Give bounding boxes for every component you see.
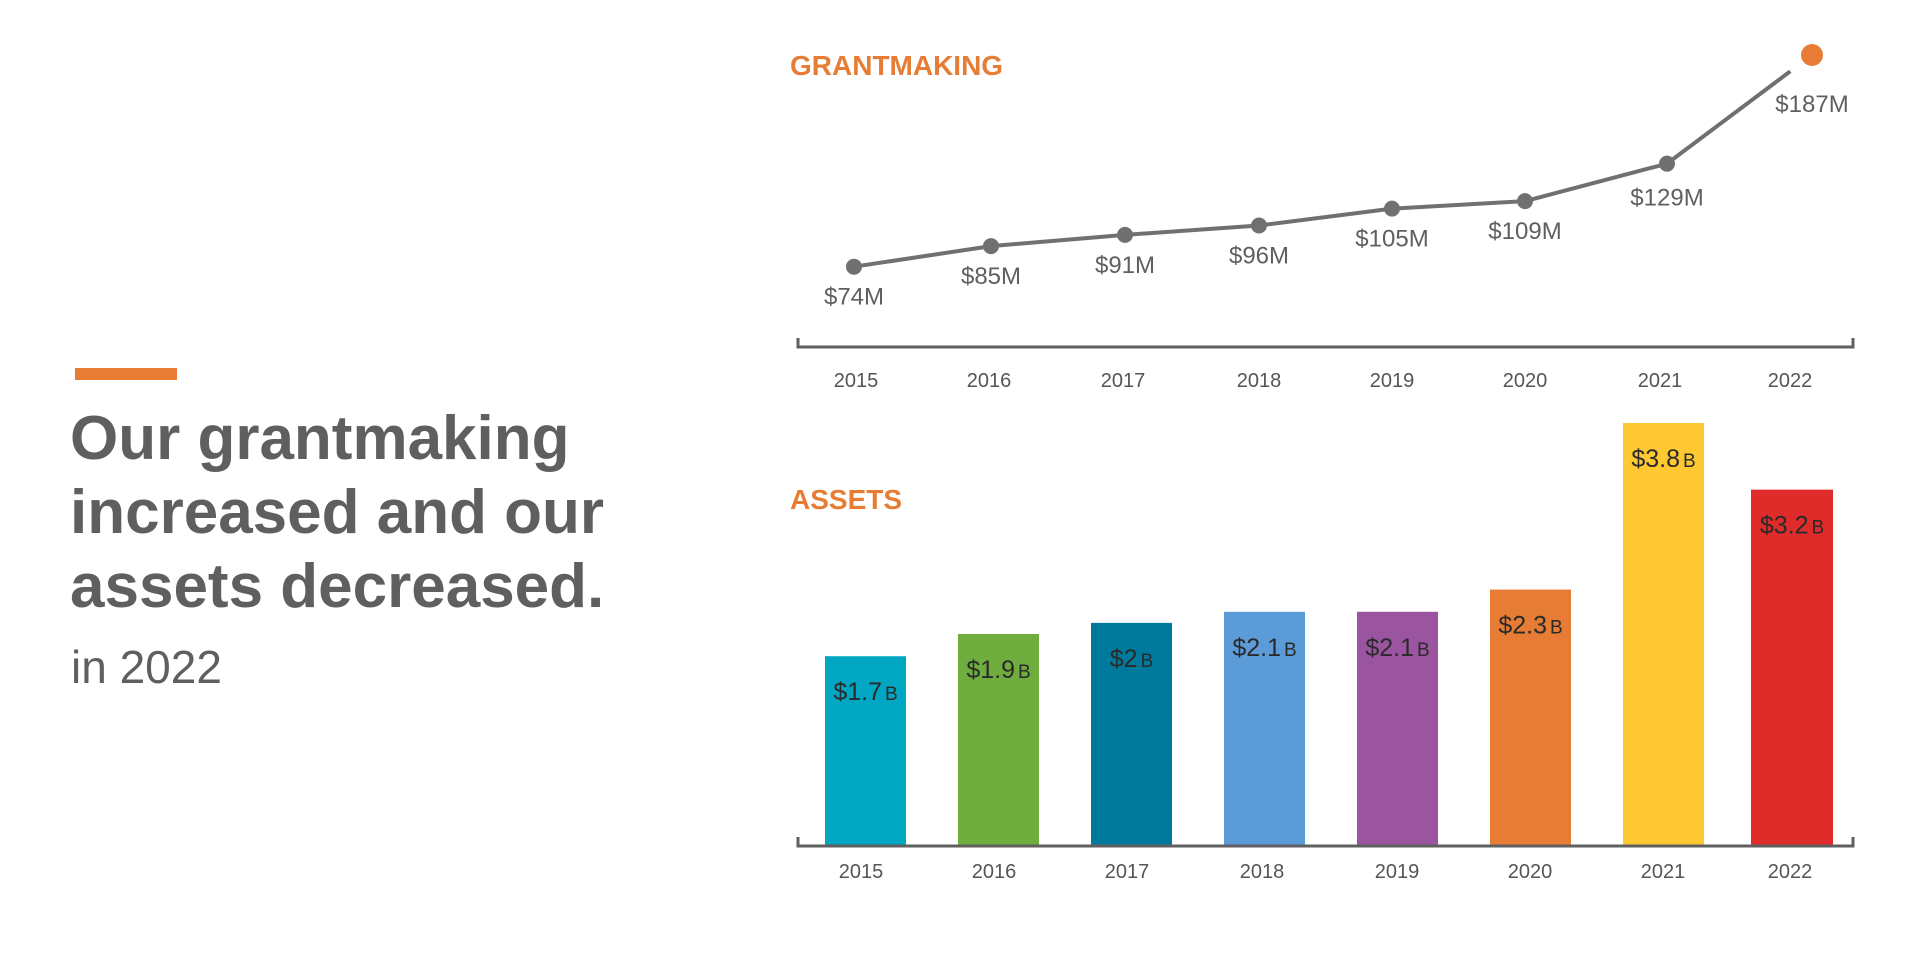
- assets-bar-2019: [1357, 611, 1438, 845]
- grantmaking-label-2021: $129M: [1630, 185, 1703, 212]
- grantmaking-tick-2022: 2022: [1768, 370, 1813, 392]
- grantmaking-axis: [796, 338, 1855, 349]
- grantmaking-point-2015: [846, 258, 862, 275]
- grantmaking-title: GRANTMAKING: [790, 50, 1003, 81]
- grantmaking-tick-2017: 2017: [1101, 370, 1146, 392]
- grantmaking-tick-2016: 2016: [967, 370, 1012, 392]
- assets-bar-2015: [825, 656, 906, 845]
- assets-bar-2018: [1224, 611, 1305, 845]
- assets-label-value: $3.2: [1760, 512, 1809, 540]
- assets-label-unit: B: [1417, 640, 1430, 661]
- headline-line-1: Our grantmaking: [70, 404, 570, 473]
- headline-line-2: increased and our: [70, 478, 605, 547]
- headline: Our grantmaking increased and our assets…: [70, 402, 690, 624]
- assets-label-2019: $2.1 B: [1365, 634, 1429, 662]
- grantmaking-tick-2021: 2021: [1638, 370, 1683, 392]
- headline-subtitle: in 2022: [71, 641, 222, 693]
- assets-label-value: $2.3: [1498, 612, 1547, 640]
- grantmaking-point-2019: [1384, 200, 1400, 217]
- assets-label-unit: B: [1018, 662, 1031, 683]
- grantmaking-point-2016: [983, 238, 999, 255]
- assets-label-2021: $3.8 B: [1631, 445, 1695, 473]
- assets-label-unit: B: [1683, 451, 1696, 472]
- assets-title: ASSETS: [790, 484, 902, 515]
- assets-bar-2021: [1623, 423, 1704, 845]
- assets-bar-2020: [1490, 589, 1571, 845]
- grantmaking-point-2018: [1251, 217, 1267, 234]
- assets-label-2022: $3.2 B: [1760, 512, 1824, 540]
- assets-chart: ASSETS $1.7 B$1.9 B $2 B $2.1 B $2.1 B$2.3 B$3.8 B…: [790, 423, 1855, 883]
- assets-tick-2022: 2022: [1768, 861, 1813, 883]
- grantmaking-point-2020: [1517, 193, 1533, 210]
- assets-tick-2019: 2019: [1375, 861, 1420, 883]
- assets-axis: [796, 837, 1855, 848]
- assets-tick-2016: 2016: [972, 861, 1017, 883]
- assets-label-value: $3.8: [1631, 445, 1680, 473]
- assets-bar-2017: [1091, 622, 1172, 845]
- assets-tick-2021: 2021: [1641, 861, 1686, 883]
- grantmaking-label-2022: $187M: [1775, 91, 1848, 118]
- assets-label-value: $1.9: [966, 656, 1015, 684]
- assets-bar-2022: [1751, 489, 1833, 845]
- assets-label-2020: $2.3 B: [1498, 612, 1562, 640]
- accent-bar: [75, 368, 177, 380]
- assets-label-unit: B: [1550, 618, 1563, 639]
- assets-label-2018: $2.1 B: [1232, 634, 1296, 662]
- grantmaking-label-2018: $96M: [1229, 242, 1289, 269]
- grantmaking-tick-2015: 2015: [834, 370, 879, 392]
- assets-label-unit: B: [1811, 518, 1824, 539]
- assets-label-2016: $1.9 B: [966, 656, 1030, 684]
- assets-label-2015: $1.7 B: [833, 678, 897, 706]
- assets-tick-2020: 2020: [1508, 861, 1553, 883]
- assets-label-unit: B: [1141, 651, 1154, 672]
- grantmaking-point-2022: [1801, 44, 1823, 66]
- grantmaking-chart: GRANTMAKING 2015 2016 2017 2018 2019 2020 2021…: [790, 44, 1855, 392]
- assets-label-2017: $2 B: [1110, 645, 1154, 673]
- assets-tick-2017: 2017: [1105, 861, 1150, 883]
- grantmaking-label-2020: $109M: [1488, 218, 1561, 245]
- grantmaking-tick-2019: 2019: [1370, 370, 1415, 392]
- grantmaking-point-2021: [1659, 155, 1675, 172]
- assets-label-unit: B: [885, 684, 898, 705]
- grantmaking-point-2017: [1117, 226, 1133, 243]
- assets-label-value: $2.1: [1365, 634, 1414, 662]
- assets-bar-2016: [958, 634, 1039, 845]
- assets-tick-2018: 2018: [1240, 861, 1285, 883]
- grantmaking-tick-2020: 2020: [1503, 370, 1548, 392]
- grantmaking-line: [853, 69, 1792, 269]
- grantmaking-label-2019: $105M: [1355, 226, 1428, 253]
- grantmaking-tick-2018: 2018: [1237, 370, 1282, 392]
- grantmaking-label-2016: $85M: [961, 263, 1021, 290]
- assets-label-unit: B: [1284, 640, 1297, 661]
- assets-label-value: $1.7: [833, 678, 882, 706]
- grantmaking-label-2015: $74M: [824, 284, 884, 311]
- assets-label-value: $2: [1110, 645, 1138, 673]
- grantmaking-label-2017: $91M: [1095, 252, 1155, 279]
- headline-line-3: assets decreased.: [70, 552, 605, 621]
- assets-tick-2015: 2015: [839, 861, 884, 883]
- assets-label-value: $2.1: [1232, 634, 1281, 662]
